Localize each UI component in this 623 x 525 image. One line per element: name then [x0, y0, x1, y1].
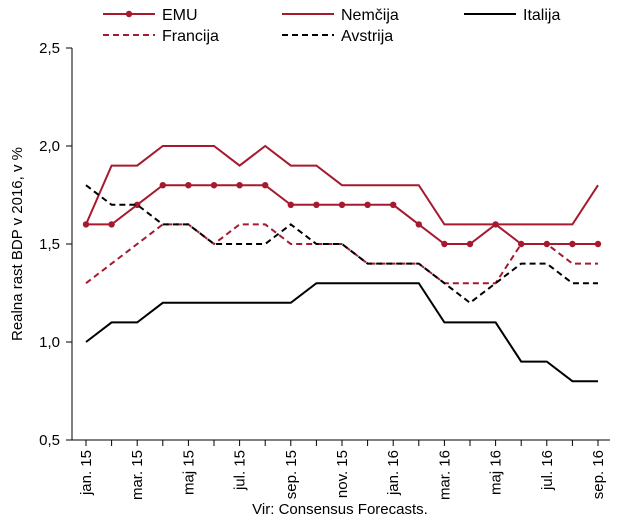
x-tick-label: sep. 16 [590, 450, 607, 499]
source-note: Vir: Consensus Forecasts. [252, 501, 428, 518]
series-line-francija [85, 223, 598, 285]
y-tick-label: 1,0 [39, 334, 60, 351]
legend-item: Nemčija [282, 7, 399, 24]
x-tick-label: mar. 16 [436, 450, 453, 500]
legend-item: Italija [464, 7, 560, 24]
legend-label: Nemčija [341, 7, 399, 24]
legend-label: Avstrija [341, 28, 393, 45]
x-tick-label: nov. 15 [334, 450, 351, 498]
data-point [441, 240, 448, 248]
y-tick-label: 2,5 [39, 40, 60, 57]
data-point [518, 240, 525, 248]
data-point [236, 182, 243, 189]
x-tick-label: jul. 15 [232, 450, 249, 491]
x-tick-label: jan. 15 [78, 450, 95, 496]
data-point [390, 201, 397, 208]
data-point [313, 201, 320, 208]
legend-label: EMU [162, 7, 198, 24]
x-tick-label: jul. 16 [539, 450, 556, 491]
data-point [287, 201, 294, 208]
y-tick-label: 2,0 [39, 138, 60, 155]
x-tick-label: mar. 15 [129, 450, 146, 500]
x-tick-label: maj 16 [488, 450, 505, 495]
legend-label: Italija [523, 7, 560, 24]
y-ticks: 0,5 1,0 1,5 2,0 2,5 [39, 40, 72, 449]
data-point [262, 182, 269, 189]
data-point [594, 240, 602, 248]
y-tick-label: 1,5 [39, 236, 60, 253]
x-ticks: jan. 15 mar. 15 maj 15 jul. 15 sep. 15 nov. 1… [78, 440, 607, 500]
data-point [415, 221, 422, 228]
data-point [338, 201, 346, 208]
legend-item: Francija [103, 28, 219, 45]
data-point [185, 182, 192, 189]
legend: EMU Nemčija Italija Francija Avstrija [103, 7, 560, 45]
x-tick-label: jan. 16 [385, 450, 402, 496]
data-point [466, 240, 474, 248]
legend-item: Avstrija [282, 28, 393, 45]
x-tick-label: maj 15 [180, 450, 197, 495]
y-axis-title: Realna rast BDP v 2016, v % [9, 147, 26, 341]
legend-label: Francija [162, 28, 219, 45]
data-point [364, 201, 371, 208]
data-point [108, 221, 115, 228]
legend-item: EMU [103, 7, 198, 24]
data-point [159, 182, 166, 189]
series-group [82, 144, 602, 383]
y-tick-label: 0,5 [39, 432, 60, 449]
legend-marker [125, 10, 133, 18]
data-point [210, 182, 218, 189]
series-line-italija [85, 282, 598, 383]
series-line-avstrija [85, 184, 598, 305]
x-tick-label: sep. 15 [283, 450, 300, 499]
series-line-emu [86, 184, 598, 245]
series-line-nem-ija [85, 144, 599, 226]
data-point [569, 240, 576, 248]
